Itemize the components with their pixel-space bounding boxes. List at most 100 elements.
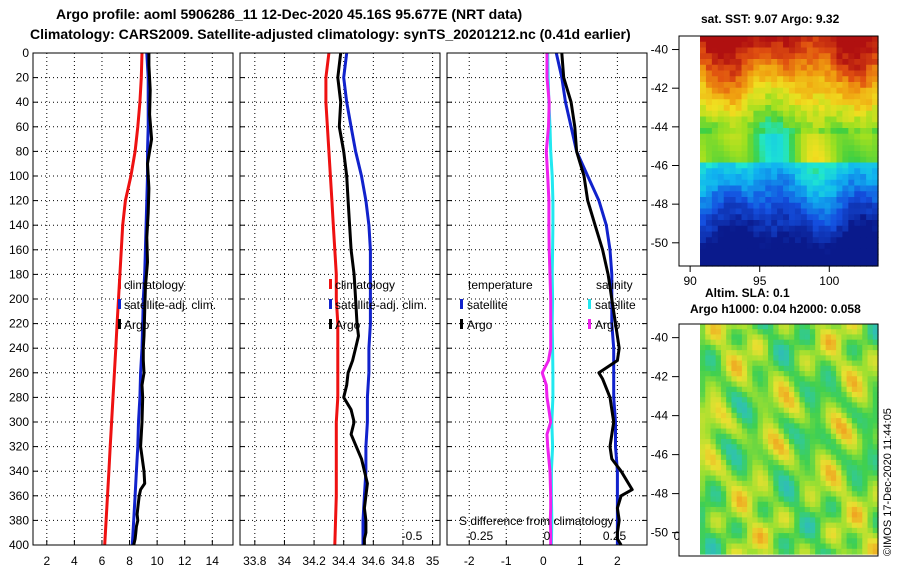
sla-lat-label: -44 <box>651 409 669 423</box>
map-cell <box>854 174 861 181</box>
map-cell <box>783 491 790 498</box>
map-cell <box>710 397 717 404</box>
map-cell <box>809 386 816 393</box>
map-cell <box>783 191 790 198</box>
map-cell <box>723 93 731 100</box>
map-cell <box>765 168 772 175</box>
map-cell <box>789 202 796 210</box>
map-cell <box>783 53 790 60</box>
map-cell <box>735 87 743 95</box>
map-cell <box>768 486 774 492</box>
map-cell <box>857 522 863 529</box>
map-cell <box>872 324 879 330</box>
map-cell <box>789 208 796 215</box>
map-cell <box>783 197 790 204</box>
map-cell <box>809 360 816 367</box>
map-cell <box>723 168 731 175</box>
map-cell <box>711 156 719 164</box>
map-cell <box>731 548 738 555</box>
map-cell <box>862 538 869 545</box>
map-cell <box>809 397 816 404</box>
map-cell <box>778 522 785 529</box>
map-cell <box>717 133 725 141</box>
map-cell <box>830 225 838 233</box>
map-cell <box>836 208 843 215</box>
map-cell <box>806 225 814 233</box>
map-cell <box>753 47 760 54</box>
map-cell <box>836 548 842 555</box>
map-cell <box>711 64 719 72</box>
sst-map-frame <box>678 35 879 267</box>
map-cell <box>809 527 816 534</box>
map-cell <box>825 376 832 383</box>
map-cell <box>705 185 713 192</box>
map-cell <box>778 501 785 508</box>
map-cell <box>720 496 727 503</box>
map-cell <box>747 70 754 77</box>
map-cell <box>753 53 760 60</box>
map-cell <box>812 128 820 135</box>
sla-map-nodata <box>679 324 700 556</box>
map-cell <box>731 491 738 498</box>
map-cell <box>842 122 849 129</box>
map-cell <box>747 496 753 503</box>
map-cell <box>854 47 861 54</box>
map-cell <box>836 428 842 435</box>
map-cell <box>729 202 737 210</box>
map-cell <box>848 156 855 164</box>
map-cell <box>778 365 785 372</box>
map-cell <box>830 397 837 404</box>
map-cell <box>726 480 733 487</box>
map-cell <box>851 459 858 466</box>
map-cell <box>830 407 837 414</box>
map-cell <box>736 527 743 534</box>
map-cell <box>836 87 843 95</box>
map-cell <box>799 365 806 372</box>
map-cell <box>812 116 820 123</box>
map-cell <box>705 231 713 238</box>
map-cell <box>789 214 796 221</box>
map-cell <box>836 179 843 187</box>
map-cell <box>778 439 785 445</box>
map-cell <box>710 538 717 545</box>
x-tick-label: 14 <box>206 554 220 568</box>
map-cell <box>771 231 778 238</box>
map-cell <box>726 548 733 555</box>
map-cell <box>778 324 785 330</box>
map-cell <box>800 47 808 54</box>
map-cell <box>711 179 719 187</box>
map-cell <box>710 433 717 440</box>
map-cell <box>700 82 707 89</box>
map-cell <box>726 324 733 330</box>
map-cell <box>720 350 727 356</box>
map-cell <box>794 418 801 424</box>
map-cell <box>862 365 869 372</box>
map-cell <box>741 391 748 398</box>
map-cell <box>783 423 790 430</box>
map-cell <box>836 36 843 43</box>
map-cell <box>799 339 806 346</box>
map-cell <box>862 454 869 461</box>
map-cell <box>777 64 784 72</box>
map-cell <box>800 208 808 215</box>
map-cell <box>815 527 822 534</box>
map-cell <box>731 334 738 341</box>
map-cell <box>752 454 759 461</box>
map-cell <box>806 53 814 60</box>
map-cell <box>700 538 706 545</box>
map-cell <box>705 397 712 404</box>
map-cell <box>794 99 802 106</box>
map-cell <box>867 459 874 466</box>
map-cell <box>872 397 879 404</box>
map-cell <box>705 70 713 77</box>
map-cell <box>710 444 717 451</box>
map-cell <box>768 329 774 336</box>
map-cell <box>765 128 772 135</box>
map-cell <box>846 449 853 456</box>
map-cell <box>700 491 706 498</box>
map-cell <box>854 237 861 244</box>
map-cell <box>753 214 760 221</box>
map-cell <box>799 412 806 419</box>
map-cell <box>731 470 738 477</box>
depth-tick-label: 120 <box>9 194 29 208</box>
